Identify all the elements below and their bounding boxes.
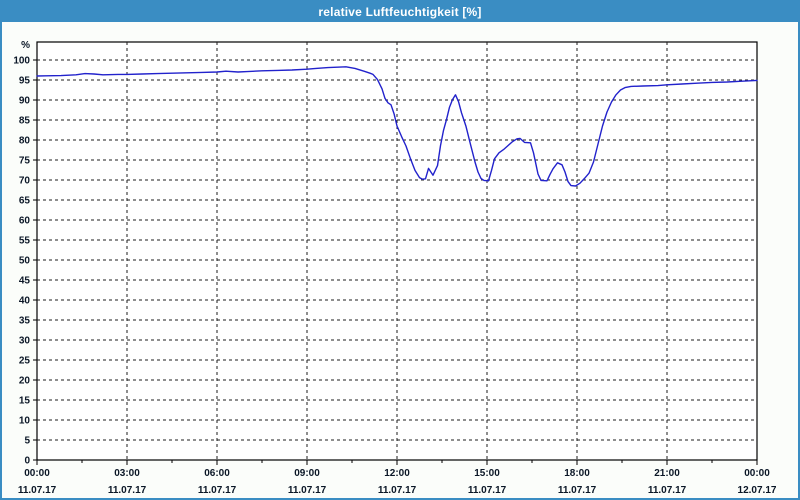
x-tick-date-label: 11.07.17: [648, 485, 687, 496]
window-title: relative Luftfeuchtigkeit [%]: [318, 5, 482, 19]
x-tick-time-label: 03:00: [114, 468, 140, 479]
x-tick-date-label: 11.07.17: [18, 485, 57, 496]
y-tick-label: 45: [19, 276, 31, 287]
y-tick-label: 15: [19, 396, 31, 407]
x-tick-date-label: 11.07.17: [108, 485, 147, 496]
x-tick-time-label: 15:00: [474, 468, 500, 479]
y-tick-label: 70: [19, 176, 31, 187]
x-tick-time-label: 06:00: [204, 468, 230, 479]
y-tick-label: 35: [19, 316, 31, 327]
y-tick-label: 20: [19, 376, 31, 387]
y-tick-label: 10: [19, 416, 31, 427]
x-tick-time-label: 09:00: [294, 468, 320, 479]
series-line-relative-luftfeuchtigkeit: [36, 66, 758, 187]
x-tick-time-label: 00:00: [744, 468, 770, 479]
x-tick-date-label: 11.07.17: [288, 485, 327, 496]
y-tick-label: 60: [19, 216, 31, 227]
x-tick-time-label: 18:00: [564, 468, 590, 479]
x-tick-date-label: 11.07.17: [468, 485, 507, 496]
x-tick-date-label: 11.07.17: [378, 485, 417, 496]
x-tick-time-label: 00:00: [24, 468, 50, 479]
y-tick-label: 25: [19, 356, 31, 367]
chart-area: 0 5 10 15 20 25 30 35 40 45 50 55 60 65 70 75 80 85 90 95 10…: [2, 22, 798, 498]
x-tick-date-label: 12.07.17: [738, 485, 777, 496]
y-tick-label: 30: [19, 336, 31, 347]
y-tick-label: 85: [19, 116, 31, 127]
y-axis-unit-label: %: [21, 40, 30, 51]
y-tick-label: 95: [19, 76, 31, 87]
y-tick-label: 55: [19, 236, 31, 247]
y-tick-label: 5: [24, 436, 30, 447]
window-title-bar[interactable]: relative Luftfeuchtigkeit [%]: [2, 2, 798, 22]
y-tick-label: 40: [19, 296, 31, 307]
y-tick-label: 75: [19, 156, 31, 167]
x-tick-time-label: 21:00: [654, 468, 680, 479]
x-tick-date-label: 11.07.17: [198, 485, 237, 496]
y-tick-label: 100: [13, 56, 30, 67]
x-tick-time-label: 12:00: [384, 468, 410, 479]
y-tick-label: 80: [19, 136, 31, 147]
x-tick-date-label: 11.07.17: [558, 485, 597, 496]
y-tick-label: 0: [24, 456, 30, 467]
y-tick-label: 90: [19, 96, 31, 107]
humidity-line-chart: 0 5 10 15 20 25 30 35 40 45 50 55 60 65 70 75 80 85 90 95 10…: [13, 40, 777, 496]
y-tick-label: 50: [19, 256, 31, 267]
y-tick-label: 65: [19, 196, 31, 207]
